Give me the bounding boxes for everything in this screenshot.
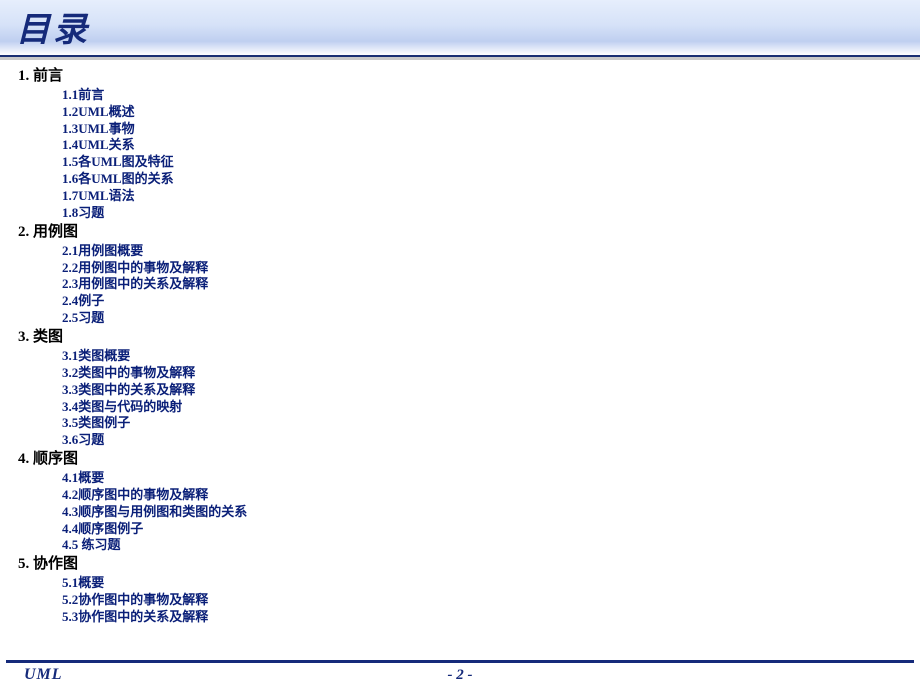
toc-section: 4.4顺序图例子 <box>62 521 902 538</box>
toc-chapter-label: 用例图 <box>33 224 78 240</box>
slide-page: 目录 1. 前言 1.1前言 1.2UML概述 1.3UML事物 1.4UML关… <box>0 0 920 690</box>
toc-section: 4.2顺序图中的事物及解释 <box>62 487 902 504</box>
toc-section: 1.3UML事物 <box>62 121 902 138</box>
toc-chapter-num: 4. <box>18 451 29 467</box>
toc-chapter-title: 2. 用例图 <box>18 223 902 242</box>
toc-chapter: 2. 用例图 2.1用例图概要 2.2用例图中的事物及解释 2.3用例图中的关系… <box>18 223 902 327</box>
toc-section: 1.7UML语法 <box>62 188 902 205</box>
toc-section: 5.1概要 <box>62 575 902 592</box>
toc-chapter-title: 3. 类图 <box>18 328 902 347</box>
page-title: 目录 <box>16 2 904 51</box>
toc-section: 2.4例子 <box>62 293 902 310</box>
toc-section: 1.8习题 <box>62 205 902 222</box>
toc-section: 1.1前言 <box>62 87 902 104</box>
toc-section-list: 1.1前言 1.2UML概述 1.3UML事物 1.4UML关系 1.5各UML… <box>18 87 902 222</box>
toc-chapter-num: 1. <box>18 68 29 84</box>
toc-section: 1.4UML关系 <box>62 137 902 154</box>
title-bar: 目录 <box>0 0 920 57</box>
toc-section: 3.3类图中的关系及解释 <box>62 382 902 399</box>
toc-chapter-label: 顺序图 <box>33 451 78 467</box>
toc-chapter-title: 1. 前言 <box>18 67 902 86</box>
toc-section: 4.5 练习题 <box>62 537 902 554</box>
toc-section: 1.5各UML图及特征 <box>62 154 902 171</box>
toc-chapter-num: 2. <box>18 224 29 240</box>
toc-section: 5.2协作图中的事物及解释 <box>62 592 902 609</box>
toc-section: 3.6习题 <box>62 432 902 449</box>
footer-brand: UML <box>24 666 63 684</box>
toc-section: 4.3顺序图与用例图和类图的关系 <box>62 504 902 521</box>
table-of-contents: 1. 前言 1.1前言 1.2UML概述 1.3UML事物 1.4UML关系 1… <box>0 57 920 660</box>
toc-chapter: 3. 类图 3.1类图概要 3.2类图中的事物及解释 3.3类图中的关系及解释 … <box>18 328 902 449</box>
toc-section: 3.4类图与代码的映射 <box>62 399 902 416</box>
toc-section: 2.1用例图概要 <box>62 243 902 260</box>
toc-section: 1.6各UML图的关系 <box>62 171 902 188</box>
toc-section: 2.3用例图中的关系及解释 <box>62 276 902 293</box>
toc-section-list: 4.1概要 4.2顺序图中的事物及解释 4.3顺序图与用例图和类图的关系 4.4… <box>18 470 902 554</box>
toc-section: 4.1概要 <box>62 470 902 487</box>
toc-chapter: 4. 顺序图 4.1概要 4.2顺序图中的事物及解释 4.3顺序图与用例图和类图… <box>18 450 902 554</box>
toc-chapter: 5. 协作图 5.1概要 5.2协作图中的事物及解释 5.3协作图中的关系及解释 <box>18 555 902 625</box>
footer-page-number: - 2 - <box>448 667 473 684</box>
toc-chapter-label: 前言 <box>33 68 63 84</box>
slide-footer: UML - 2 - <box>6 660 914 690</box>
toc-chapter-label: 协作图 <box>33 556 78 572</box>
toc-section: 3.2类图中的事物及解释 <box>62 365 902 382</box>
toc-chapter-title: 5. 协作图 <box>18 555 902 574</box>
toc-chapter: 1. 前言 1.1前言 1.2UML概述 1.3UML事物 1.4UML关系 1… <box>18 67 902 222</box>
toc-section: 5.3协作图中的关系及解释 <box>62 609 902 626</box>
toc-chapter-num: 5. <box>18 556 29 572</box>
toc-section: 2.2用例图中的事物及解释 <box>62 260 902 277</box>
toc-chapter-num: 3. <box>18 329 29 345</box>
toc-section: 2.5习题 <box>62 310 902 327</box>
toc-chapter-label: 类图 <box>33 329 63 345</box>
toc-section: 3.1类图概要 <box>62 348 902 365</box>
toc-chapter-title: 4. 顺序图 <box>18 450 902 469</box>
toc-section-list: 5.1概要 5.2协作图中的事物及解释 5.3协作图中的关系及解释 <box>18 575 902 626</box>
toc-section-list: 2.1用例图概要 2.2用例图中的事物及解释 2.3用例图中的关系及解释 2.4… <box>18 243 902 327</box>
toc-section: 1.2UML概述 <box>62 104 902 121</box>
toc-section: 3.5类图例子 <box>62 415 902 432</box>
toc-section-list: 3.1类图概要 3.2类图中的事物及解释 3.3类图中的关系及解释 3.4类图与… <box>18 348 902 449</box>
